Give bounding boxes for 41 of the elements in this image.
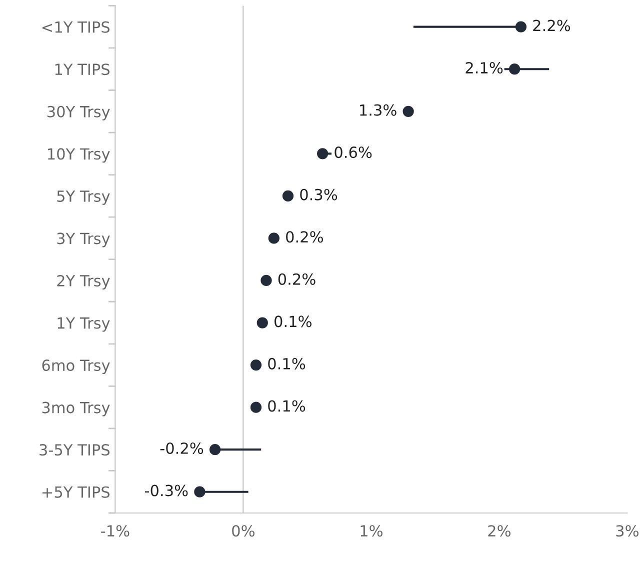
data-label: 0.2%: [286, 231, 323, 243]
data-label: 0.1%: [268, 358, 306, 370]
x-tick-label: 3%: [616, 525, 638, 537]
data-label: 2.1%: [466, 62, 503, 74]
y-tick-label: 10Y Trsy: [48, 148, 110, 163]
point: [268, 232, 280, 244]
y-tick-label: 1Y Trsy: [58, 317, 110, 332]
point: [250, 402, 262, 413]
point: [316, 148, 328, 160]
point: [194, 486, 206, 498]
y-tick-label: 3Y Trsy: [57, 232, 110, 248]
point: [250, 359, 262, 371]
point: [260, 274, 272, 286]
point: [256, 317, 268, 328]
x-tick-label: 0%: [232, 525, 254, 537]
y-tick-label: 3mo Trsy: [42, 402, 110, 416]
y-tick-label: 5Y Trsy: [57, 190, 110, 205]
point: [282, 190, 294, 202]
y-tick-label: 1Y TIPS: [55, 64, 110, 76]
x-tick-label: -1%: [101, 525, 130, 537]
data-label: 0.6%: [334, 146, 372, 158]
y-tick-label: 3-5Y TIPS: [40, 444, 110, 456]
x-tick-label: 2%: [488, 525, 510, 537]
point: [209, 444, 221, 456]
data-label: 2.2%: [533, 20, 570, 32]
data-label: 0.1%: [274, 316, 312, 328]
y-tick-label: 6mo Trsy: [42, 360, 110, 374]
y-tick-label: +5Y TIPS: [42, 486, 110, 498]
data-label: -0.2%: [160, 442, 204, 454]
y-tick-label: 2Y Trsy: [57, 274, 110, 290]
point: [508, 64, 520, 75]
point: [515, 21, 527, 32]
data-label: 0.2%: [278, 273, 316, 285]
x-tick-label: 1%: [360, 525, 382, 537]
data-label: 1.3%: [360, 104, 396, 116]
point: [402, 106, 414, 117]
data-label: 0.3%: [300, 188, 338, 200]
data-label: 0.1%: [268, 400, 306, 412]
y-tick-label: <1Y TIPS: [42, 21, 110, 33]
y-tick-label: 30Y Trsy: [48, 106, 110, 120]
data-label: -0.3%: [144, 484, 188, 496]
